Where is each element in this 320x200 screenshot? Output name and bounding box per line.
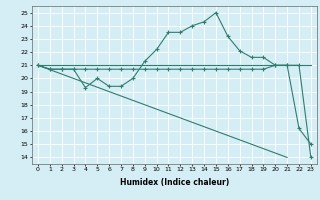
X-axis label: Humidex (Indice chaleur): Humidex (Indice chaleur) <box>120 178 229 187</box>
